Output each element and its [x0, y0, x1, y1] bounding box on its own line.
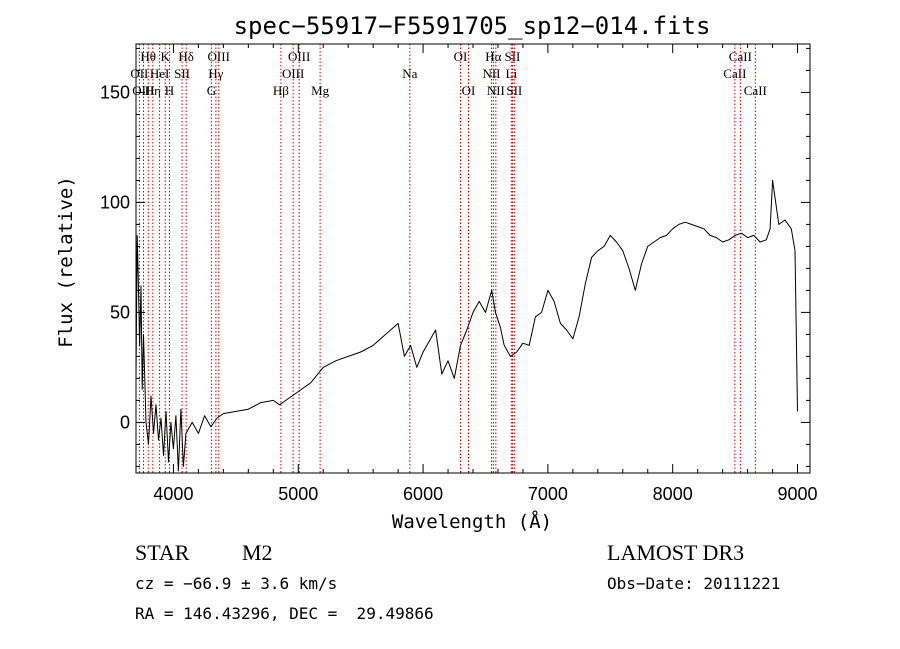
marker-label: Hγ — [208, 66, 223, 81]
marker-label: SII — [174, 66, 190, 81]
y-tick-label: 150 — [100, 82, 130, 102]
marker-label: NII — [482, 66, 500, 81]
marker-label: Hθ — [140, 49, 156, 64]
marker-label: CaII — [723, 66, 746, 81]
marker-label: Hβ — [273, 83, 289, 98]
plot-frame — [135, 43, 811, 474]
spectrum-line — [135, 179, 798, 472]
marker-label: SII — [504, 49, 520, 64]
marker-label: Hδ — [178, 49, 194, 64]
x-axis: 4000 5000 6000 7000 8000 9000 — [153, 44, 818, 504]
marker-label: OIII — [288, 49, 310, 64]
marker-label: Na — [402, 66, 417, 81]
y-axis: 0 50 100 150 — [100, 47, 810, 467]
object-subclass: M2 — [242, 540, 273, 565]
observation-date: Obs−Date: 20111221 — [607, 574, 781, 593]
marker-label: Mg — [311, 83, 330, 98]
y-axis-label: Flux (relative) — [55, 176, 77, 348]
marker-label: Li — [506, 66, 518, 81]
y-tick-label: 0 — [120, 412, 130, 432]
marker-label: OIII — [132, 83, 154, 98]
object-type: STAR — [135, 540, 190, 565]
marker-label: Hα — [485, 49, 501, 64]
survey-name: LAMOST DR3 — [607, 540, 745, 565]
line-markers: HθOIIOIIIHηHeIKHSIIHδGHγOIIIHβOIIIOIIIMg… — [130, 44, 767, 473]
marker-label: OIII — [282, 66, 304, 81]
marker-label: G — [207, 83, 216, 98]
marker-label: SII — [506, 83, 522, 98]
x-tick-label: 7000 — [528, 484, 568, 504]
coordinates: RA = 146.43296, DEC = 29.49866 — [135, 604, 434, 623]
marker-label: K — [161, 49, 171, 64]
marker-label: Hη — [145, 83, 161, 98]
marker-label: OI — [462, 83, 476, 98]
marker-label: HeI — [150, 66, 170, 81]
chart-title: spec−55917−F5591705_sp12−014.fits — [234, 12, 711, 40]
x-tick-label: 6000 — [403, 484, 443, 504]
marker-label: OII — [130, 66, 148, 81]
x-tick-label: 9000 — [777, 484, 817, 504]
y-tick-label: 50 — [110, 302, 130, 322]
x-tick-label: 5000 — [278, 484, 318, 504]
x-axis-label: Wavelength (Å) — [392, 510, 552, 533]
marker-label: H — [165, 83, 174, 98]
marker-label: NII — [487, 83, 505, 98]
marker-label: CaII — [744, 83, 767, 98]
redshift-cz: cz = −66.9 ± 3.6 km/s — [135, 574, 338, 593]
x-tick-label: 4000 — [153, 484, 193, 504]
marker-label: OIII — [208, 49, 230, 64]
spectrum-series — [135, 179, 798, 472]
y-tick-label: 100 — [100, 192, 130, 212]
marker-label: OI — [454, 49, 468, 64]
x-tick-label: 8000 — [653, 484, 693, 504]
marker-label: CaII — [729, 49, 752, 64]
